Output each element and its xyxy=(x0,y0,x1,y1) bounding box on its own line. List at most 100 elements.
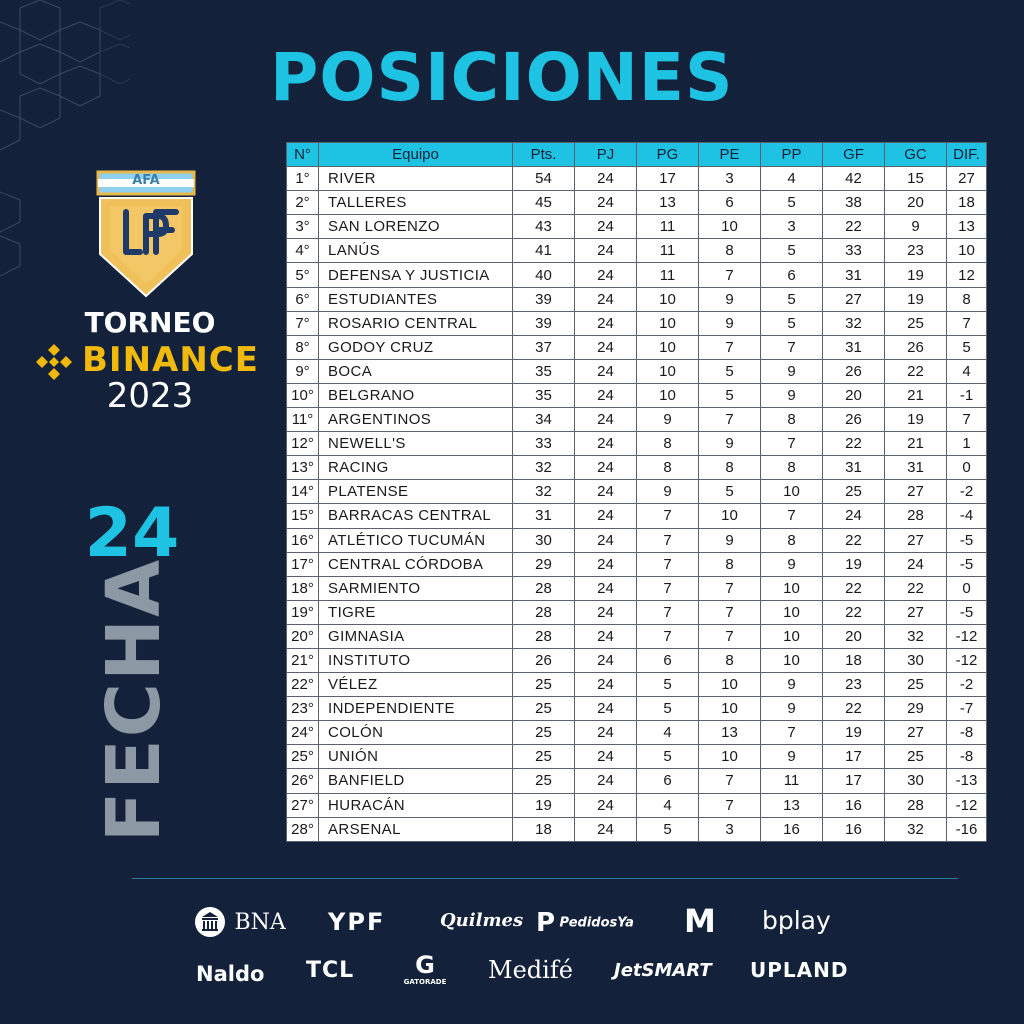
cell-goal-diff: 13 xyxy=(946,214,987,240)
cell-drawn: 7 xyxy=(698,792,761,818)
table-row: 3° SAN LORENZO 43 24 11 10 3 22 9 13 xyxy=(286,214,987,240)
cell-team: BELGRANO xyxy=(318,382,513,409)
cell-lost: 4 xyxy=(760,166,823,192)
cell-points: 26 xyxy=(512,647,575,674)
table-row: 9° BOCA 35 24 10 5 9 26 22 4 xyxy=(286,358,987,384)
cell-points: 54 xyxy=(512,166,575,192)
binance-label: BINANCE xyxy=(82,340,259,380)
col-header-goals-for: GF xyxy=(822,141,885,168)
cell-played: 24 xyxy=(574,647,637,674)
cell-drawn: 9 xyxy=(698,431,761,457)
cell-team: BOCA xyxy=(318,358,513,384)
cell-won: 6 xyxy=(636,647,699,674)
cell-drawn: 8 xyxy=(698,551,761,577)
cell-won: 17 xyxy=(636,166,699,192)
cell-won: 7 xyxy=(636,599,699,625)
cell-goals-for: 22 xyxy=(822,575,885,601)
sponsor-quilmes: Quilmes xyxy=(440,910,524,931)
cell-position: 15° xyxy=(286,503,319,529)
cell-lost: 5 xyxy=(760,238,823,264)
cell-team: UNIÓN xyxy=(318,744,513,770)
cell-points: 25 xyxy=(512,720,575,746)
cell-points: 29 xyxy=(512,551,575,577)
cell-position: 23° xyxy=(286,696,319,722)
sponsor-mcdonalds: M xyxy=(684,902,716,940)
cell-team: NEWELL'S xyxy=(318,431,513,457)
cell-goals-against: 32 xyxy=(884,623,947,649)
cell-won: 7 xyxy=(636,575,699,601)
cell-goal-diff: -8 xyxy=(946,744,987,770)
cell-goals-against: 32 xyxy=(884,816,947,842)
cell-team: GODOY CRUZ xyxy=(318,334,513,360)
cell-drawn: 3 xyxy=(698,816,761,842)
cell-team: TIGRE xyxy=(318,599,513,625)
cell-team: ATLÉTICO TUCUMÁN xyxy=(318,527,513,553)
cell-position: 24° xyxy=(286,720,319,746)
cell-goals-against: 22 xyxy=(884,575,947,601)
cell-goals-for: 22 xyxy=(822,527,885,553)
cell-points: 25 xyxy=(512,672,575,698)
cell-goal-diff: 7 xyxy=(946,407,987,433)
cell-played: 24 xyxy=(574,382,637,409)
cell-position: 28° xyxy=(286,816,319,842)
cell-goals-against: 27 xyxy=(884,599,947,625)
cell-lost: 3 xyxy=(760,214,823,240)
cell-lost: 6 xyxy=(760,262,823,288)
cell-goals-against: 25 xyxy=(884,310,947,336)
table-row: 8° GODOY CRUZ 37 24 10 7 7 31 26 5 xyxy=(286,334,987,360)
cell-drawn: 10 xyxy=(698,503,761,529)
cell-goal-diff: -2 xyxy=(946,672,987,698)
cell-drawn: 7 xyxy=(698,768,761,794)
cell-goals-against: 19 xyxy=(884,286,947,312)
cell-won: 10 xyxy=(636,286,699,312)
table-row: 7° ROSARIO CENTRAL 39 24 10 9 5 32 25 7 xyxy=(286,310,987,336)
cell-lost: 7 xyxy=(760,720,823,746)
cell-goals-against: 23 xyxy=(884,238,947,264)
table-row: 15° BARRACAS CENTRAL 31 24 7 10 7 24 28 -4 xyxy=(286,503,987,529)
cell-won: 11 xyxy=(636,214,699,240)
cell-played: 24 xyxy=(574,575,637,601)
cell-won: 7 xyxy=(636,527,699,553)
table-row: 17° CENTRAL CÓRDOBA 29 24 7 8 9 19 24 -5 xyxy=(286,551,987,577)
cell-goals-for: 16 xyxy=(822,792,885,818)
cell-team: GIMNASIA xyxy=(318,623,513,649)
cell-goals-against: 27 xyxy=(884,527,947,553)
cell-goals-for: 31 xyxy=(822,334,885,360)
standings-table: N° Equipo Pts. PJ PG PE PP GF GC DIF. 1°… xyxy=(286,141,987,842)
cell-position: 1° xyxy=(286,166,319,192)
sponsor-bplay: bplay xyxy=(762,906,831,935)
cell-played: 24 xyxy=(574,238,637,264)
sponsor-upland: UPLAND xyxy=(750,958,849,982)
cell-played: 24 xyxy=(574,262,637,288)
cell-won: 8 xyxy=(636,431,699,457)
cell-played: 24 xyxy=(574,214,637,240)
cell-goals-for: 22 xyxy=(822,431,885,457)
cell-goal-diff: -12 xyxy=(946,792,987,818)
cell-played: 24 xyxy=(574,407,637,433)
cell-goal-diff: 8 xyxy=(946,286,987,312)
cell-points: 18 xyxy=(512,816,575,842)
cell-goals-for: 19 xyxy=(822,720,885,746)
cell-lost: 8 xyxy=(760,455,823,481)
cell-team: HURACÁN xyxy=(318,792,513,818)
cell-goals-for: 33 xyxy=(822,238,885,264)
cell-lost: 5 xyxy=(760,286,823,312)
cell-goals-against: 20 xyxy=(884,190,947,216)
cell-points: 25 xyxy=(512,744,575,770)
col-header-played: PJ xyxy=(574,141,637,168)
cell-lost: 5 xyxy=(760,310,823,336)
cell-drawn: 9 xyxy=(698,527,761,553)
cell-team: RIVER xyxy=(318,166,513,192)
cell-goal-diff: -16 xyxy=(946,816,987,842)
gatorade-bolt-icon: G xyxy=(415,951,435,979)
table-row: 10° BELGRANO 35 24 10 5 9 20 21 -1 xyxy=(286,382,987,409)
cell-goals-for: 17 xyxy=(822,768,885,794)
cell-drawn: 3 xyxy=(698,166,761,192)
cell-played: 24 xyxy=(574,286,637,312)
cell-lost: 16 xyxy=(760,816,823,842)
table-row: 14° PLATENSE 32 24 9 5 10 25 27 -2 xyxy=(286,479,987,505)
cell-goal-diff: 10 xyxy=(946,238,987,264)
cell-played: 24 xyxy=(574,527,637,553)
footer-divider xyxy=(132,878,958,879)
cell-team: ARGENTINOS xyxy=(318,407,513,433)
